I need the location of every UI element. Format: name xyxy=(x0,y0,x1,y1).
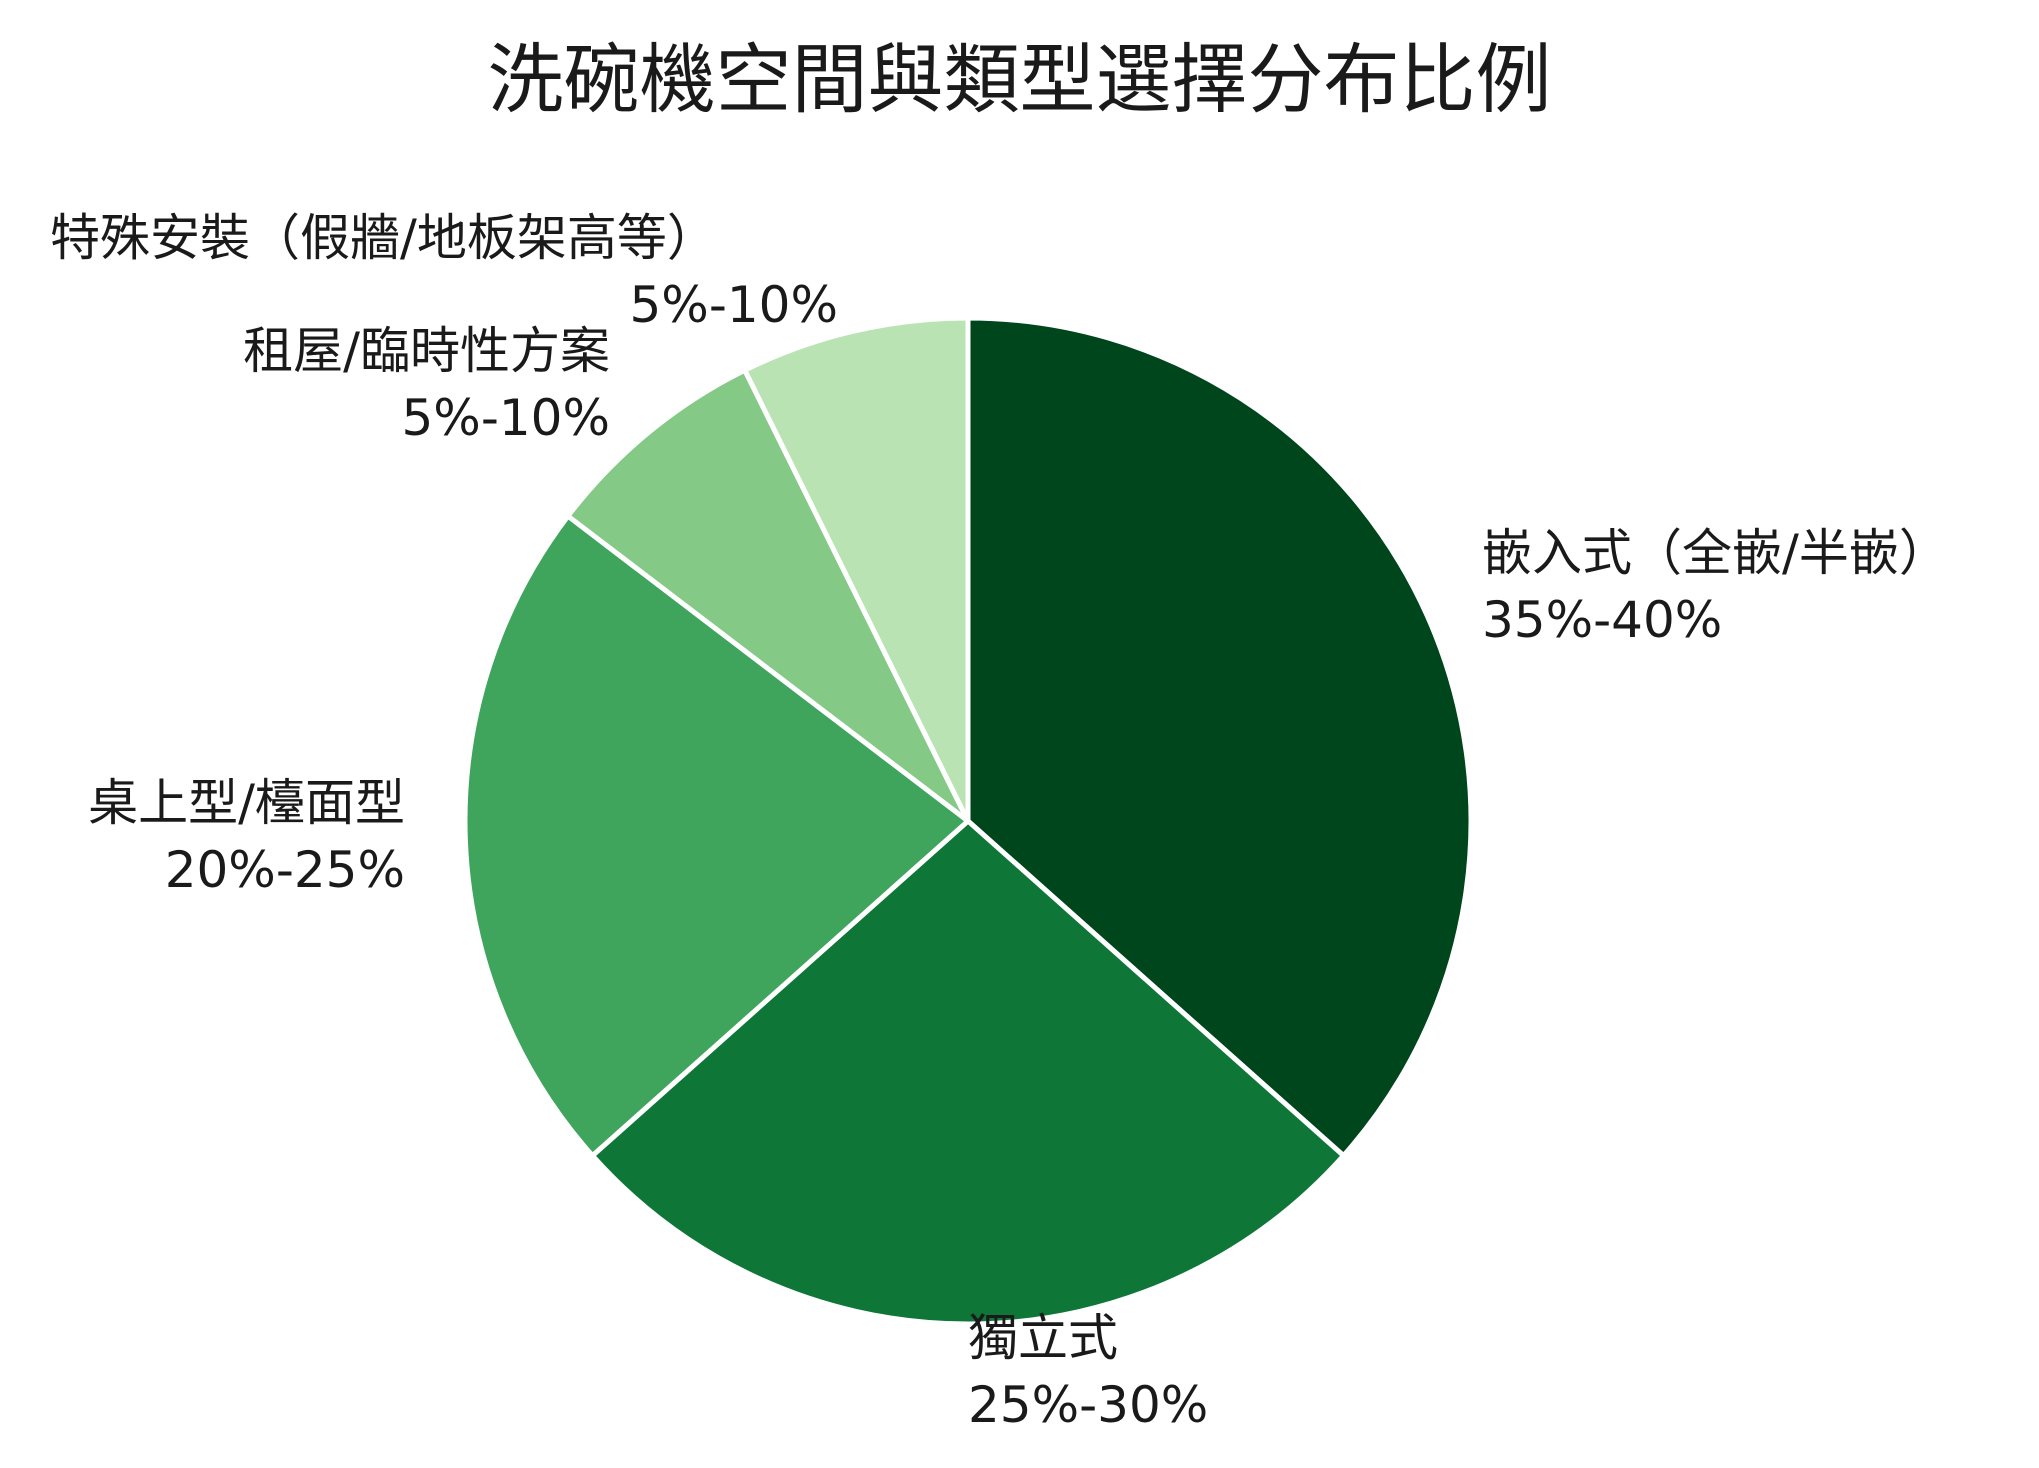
slice-label-range-1: 35%-40% xyxy=(1482,591,1722,649)
slice-label-name-2: 獨立式 xyxy=(968,1309,1118,1367)
slice-label-name-5: 特殊安裝（假牆/地板架高等） xyxy=(50,209,717,267)
slice-label-range-4: 5%-10% xyxy=(402,389,611,447)
slice-label-range-3: 20%-25% xyxy=(165,841,405,899)
pie-slice-2 xyxy=(589,818,1347,1327)
pie-slice-1 xyxy=(965,315,1474,1159)
slice-label-name-3: 桌上型/檯面型 xyxy=(88,774,405,832)
slice-label-range-2: 25%-30% xyxy=(968,1376,1208,1434)
pie-slice-4 xyxy=(565,367,971,824)
slice-label-name-1: 嵌入式（全嵌/半嵌） xyxy=(1482,524,1949,582)
pie-slice-3 xyxy=(462,513,971,1159)
pie-slice-5 xyxy=(742,315,971,824)
chart-title: 洗碗機空間與類型選擇分布比例 xyxy=(487,35,1552,124)
slice-label-range-5: 5%-10% xyxy=(630,276,839,334)
slice-label-name-4: 租屋/臨時性方案 xyxy=(243,322,610,380)
pie-slices xyxy=(462,315,1474,1327)
pie-labels: 嵌入式（全嵌/半嵌） 35%-40% 獨立式 25%-30% 桌上型/檯面型 20%-25… xyxy=(50,209,1949,1434)
